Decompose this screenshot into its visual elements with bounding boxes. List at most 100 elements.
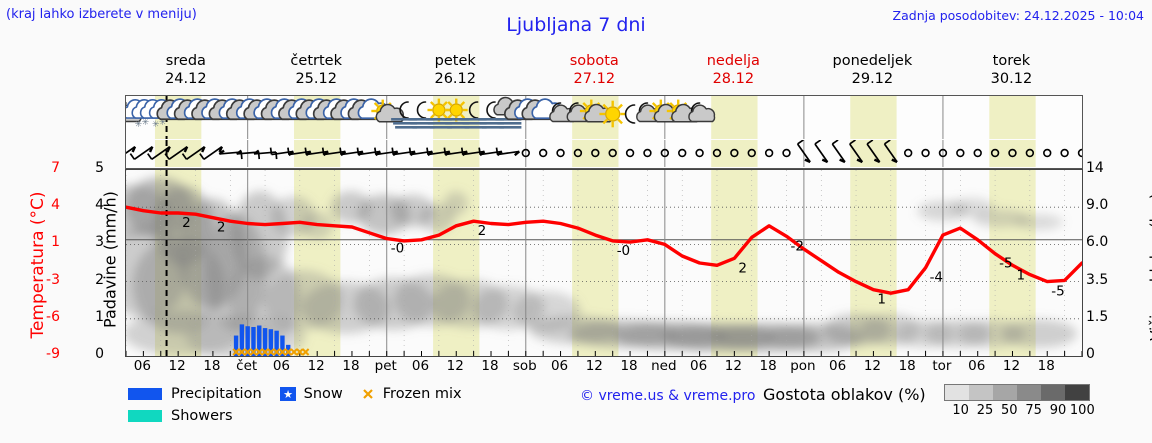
x-tick-label: pet <box>374 358 397 374</box>
frozen-mix-marker <box>232 348 240 356</box>
copyright-text[interactable]: © vreme.us & vreme.pro <box>580 388 756 404</box>
moon-fog-icon <box>478 101 505 129</box>
wind-barb <box>1043 148 1052 158</box>
wind-barb <box>814 140 829 164</box>
wind-barb <box>831 140 846 164</box>
temperature-point-label: -2 <box>791 238 804 254</box>
precipitation-tick: 0 <box>95 346 104 362</box>
cloudheight-tick: 0 <box>1086 346 1095 362</box>
wind-barb <box>712 148 722 158</box>
wind-barb <box>1060 148 1069 158</box>
temperature-point-label: 2 <box>217 220 226 236</box>
frozen-mix-marker <box>272 348 281 356</box>
frozen-mix-marker <box>290 348 298 356</box>
cloudheight-tick: 3.5 <box>1086 271 1109 288</box>
x-tick-label: sob <box>512 358 537 374</box>
temperature-tick: -3 <box>46 271 60 288</box>
sun-cloud-icon <box>579 99 613 123</box>
moon-fog-icon <box>460 101 487 129</box>
precipitation-swatch <box>128 388 162 400</box>
temperature-point-label: 1 <box>1016 267 1025 283</box>
cloud-density-step-label: 90 <box>1049 403 1067 418</box>
precipitation-axis-ticks: 5 4 3 2 1 0 <box>62 160 104 362</box>
cloudheight-tick: 9.0 <box>1086 197 1109 214</box>
frozen-mix-marker <box>243 348 252 356</box>
meteogram-plot: 22-02-02-21-4-511-5 <box>125 169 1083 357</box>
wind-barb <box>660 148 670 158</box>
x-tick-label: 18 <box>342 358 360 374</box>
wind-barb <box>591 148 600 158</box>
x-tick-label: 18 <box>203 358 221 374</box>
cloud-density-colorbar-ticks: 10 25 50 75 90 100 <box>940 403 1096 419</box>
x-axis-tick-labels: 06 12 18 čet 06 12 18 pet 06 12 18 sob 06 12 18 ned 06 12… <box>125 358 1083 376</box>
precipitation-bar <box>268 329 274 356</box>
x-tick-label: 06 <box>411 358 430 374</box>
wind-barb <box>181 145 206 161</box>
temperature-tick: -9 <box>46 346 60 362</box>
frozen-mix-marker <box>278 348 287 356</box>
temperature-point-label: -5 <box>999 256 1012 272</box>
cloudheight-tick: 6.0 <box>1086 234 1109 251</box>
precipitation-bar <box>262 328 268 356</box>
wind-barb <box>956 148 965 158</box>
cloud-density-step-label: 25 <box>976 403 994 418</box>
precipitation-bar <box>245 326 250 356</box>
cloud-density-step <box>1041 385 1065 400</box>
x-tick-label: ned <box>651 358 677 374</box>
legend-snow-label: Snow <box>303 386 343 402</box>
temperature-point-label: -4 <box>930 270 943 286</box>
x-tick-label: 06 <box>690 358 708 374</box>
precipitation-tick: 4 <box>95 197 104 214</box>
wind-barb <box>730 148 739 158</box>
cloud-density-step <box>1017 385 1041 400</box>
x-tick-label: 18 <box>481 358 499 374</box>
wind-barb <box>643 148 652 158</box>
day-date: 26.12 <box>434 71 476 87</box>
wind-barb <box>695 148 704 158</box>
wind-barb <box>608 148 617 158</box>
wind-barb <box>199 145 224 161</box>
svg-text:✳: ✳ <box>159 118 167 128</box>
cloud-density-step <box>969 385 993 400</box>
wind-barb <box>495 147 521 157</box>
precip-legend: Precipitation ★ Snow Frozen mix Showers <box>128 383 558 439</box>
svg-text:✳: ✳ <box>152 120 160 130</box>
day-name: sreda <box>165 53 206 69</box>
day-header-30.12: torek 30.12 <box>942 52 1081 92</box>
wind-barb <box>126 145 137 155</box>
cloudheight-axis-ticks: 14 9.0 6.0 3.5 1.5 0 <box>1086 160 1130 362</box>
temperature-tick: -6 <box>46 308 60 325</box>
frozen-mix-marker <box>301 348 310 356</box>
day-date: 28.12 <box>712 71 755 87</box>
wind-barb <box>990 148 1000 158</box>
frozen-mix-marker <box>296 348 304 356</box>
moon-fog-icon <box>408 101 435 129</box>
day-name: petek <box>434 53 476 69</box>
x-tick-label: tor <box>932 358 952 374</box>
precipitation-tick: 5 <box>95 160 104 176</box>
sun-fog-icon <box>425 98 452 129</box>
temperature-tick: 7 <box>51 160 60 176</box>
cloud-density-step-label: 10 <box>952 403 969 418</box>
x-tick-label: 18 <box>898 358 916 374</box>
last-updated: Zadnja posodobitev: 24.12.2025 - 10:04 <box>892 8 1144 23</box>
sun-icon <box>599 100 626 128</box>
wind-barb <box>849 140 864 164</box>
day-date: 27.12 <box>573 71 616 87</box>
wind-barb <box>764 148 774 158</box>
precipitation-tick: 1 <box>95 308 104 325</box>
temperature-line <box>126 205 1082 295</box>
svg-text:✳: ✳ <box>142 118 150 128</box>
precipitation-bar <box>280 335 285 356</box>
legend-frozen-mix-label: Frozen mix <box>382 386 462 402</box>
temperature-point-label: 1 <box>877 292 886 308</box>
cloudheight-tick: 14 <box>1086 160 1104 176</box>
frozen-mix-marker <box>249 348 258 356</box>
x-tick-label: 12 <box>1002 358 1021 374</box>
wind-barb <box>573 148 583 158</box>
wind-barb <box>903 148 913 158</box>
cloud-icon <box>347 98 390 121</box>
day-name: ponedeljek <box>832 53 913 69</box>
cloud-density-step <box>1065 385 1089 400</box>
wind-barb <box>1025 148 1035 158</box>
